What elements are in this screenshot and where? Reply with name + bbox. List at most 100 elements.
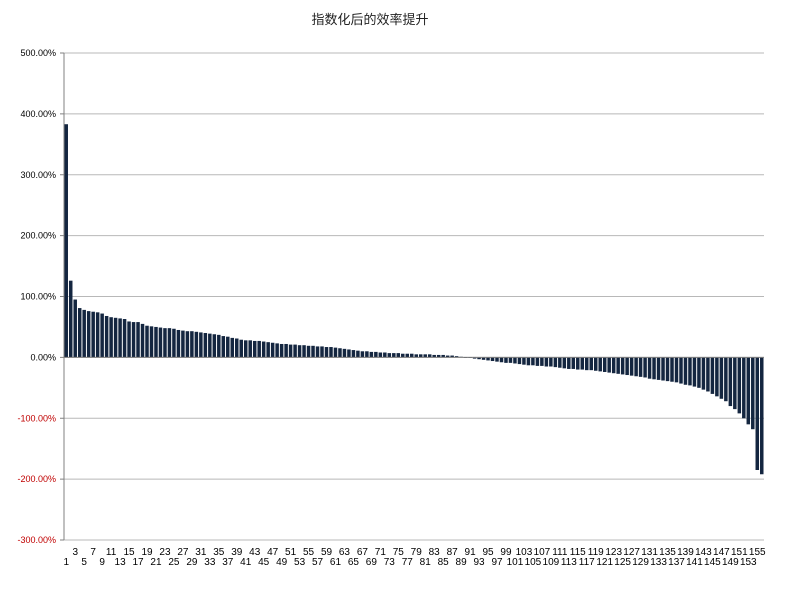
- x-tick-label: 55: [303, 547, 315, 558]
- bar: [670, 357, 674, 382]
- bar: [288, 344, 293, 358]
- x-tick-label: 53: [294, 557, 306, 568]
- y-tick-label: -200.00%: [17, 474, 56, 484]
- bar: [383, 352, 387, 358]
- bar: [751, 357, 755, 430]
- bar: [387, 353, 392, 358]
- bar: [490, 357, 495, 362]
- x-tick-label: 123: [605, 547, 622, 558]
- bar: [122, 319, 127, 358]
- x-tick-label: 137: [668, 557, 685, 568]
- bar: [692, 357, 697, 387]
- bar: [302, 345, 306, 358]
- bar: [167, 328, 172, 358]
- bar: [365, 351, 369, 358]
- bar: [499, 357, 504, 363]
- y-tick-label: -100.00%: [17, 413, 56, 423]
- x-tick-label: 33: [204, 557, 216, 568]
- x-tick-label: 79: [411, 547, 423, 558]
- bar: [73, 299, 77, 358]
- x-tick-label: 1: [63, 557, 69, 568]
- bar: [504, 357, 508, 363]
- bar: [441, 354, 445, 358]
- x-tick-label: 105: [525, 557, 542, 568]
- y-axis-ticks: 500.00% 400.00% 300.00% 200.00% 100.00% 0.00%…: [17, 48, 64, 545]
- x-tick-label: 85: [438, 557, 450, 568]
- bar: [647, 357, 652, 379]
- bar: [508, 357, 513, 363]
- x-tick-label: 111: [552, 547, 568, 558]
- bar: [212, 334, 217, 358]
- bar: [338, 348, 342, 358]
- bar: [118, 318, 122, 358]
- bar: [226, 336, 230, 358]
- bar: [392, 353, 396, 358]
- x-tick-label: 107: [534, 547, 551, 558]
- bar: [217, 334, 221, 358]
- bar: [284, 343, 288, 358]
- bar: [755, 357, 760, 470]
- x-tick-label: 77: [402, 557, 414, 568]
- bar: [602, 357, 607, 372]
- bar: [91, 311, 95, 358]
- x-tick-label: 129: [632, 557, 649, 568]
- x-tick-label: 99: [500, 547, 512, 558]
- bar: [737, 357, 742, 414]
- bar: [347, 349, 351, 358]
- x-tick-label: 63: [339, 547, 351, 558]
- bar: [248, 340, 252, 358]
- bar: [172, 328, 176, 358]
- x-tick-label: 139: [677, 547, 694, 558]
- x-tick-label: 155: [749, 547, 766, 558]
- x-tick-label: 75: [393, 547, 405, 558]
- bar: [149, 326, 154, 358]
- chart-title: 指数化后的效率提升: [311, 12, 428, 28]
- y-tick-label: 400.00%: [20, 109, 56, 119]
- bar: [418, 354, 423, 358]
- bar: [405, 353, 410, 358]
- bar: [239, 339, 243, 358]
- x-tick-label: 61: [330, 557, 342, 568]
- bar: [558, 357, 562, 368]
- bar: [176, 329, 181, 358]
- bar: [329, 347, 333, 358]
- x-tick-label: 119: [588, 547, 604, 558]
- x-tick-label: 17: [132, 557, 144, 568]
- bar: [450, 355, 454, 358]
- bar: [661, 357, 665, 381]
- x-tick-label: 93: [473, 557, 485, 568]
- bar: [252, 340, 257, 358]
- bar: [589, 357, 593, 371]
- bar: [540, 357, 544, 366]
- bar: [544, 357, 549, 367]
- bar: [679, 357, 683, 384]
- bar: [333, 347, 338, 358]
- x-tick-label: 133: [650, 557, 667, 568]
- bar: [64, 124, 68, 358]
- x-tick-label: 97: [491, 557, 503, 568]
- bar: [194, 331, 199, 358]
- bar: [674, 357, 679, 383]
- bar: [656, 357, 661, 380]
- bar: [481, 357, 486, 360]
- x-tick-label: 95: [482, 547, 494, 558]
- bar: [77, 308, 82, 358]
- bar: [715, 357, 719, 397]
- bar: [257, 340, 261, 358]
- x-tick-label: 47: [267, 547, 279, 558]
- x-tick-label: 27: [177, 547, 189, 558]
- bar: [360, 351, 365, 358]
- bar: [625, 357, 629, 376]
- x-tick-label: 71: [375, 547, 387, 558]
- bar: [562, 357, 567, 369]
- bar: [477, 357, 481, 360]
- x-tick-label: 13: [115, 557, 127, 568]
- bar: [199, 332, 203, 358]
- bar: [486, 357, 490, 361]
- x-tick-label: 3: [72, 547, 78, 558]
- bar: [396, 353, 401, 358]
- x-tick-label: 21: [150, 557, 162, 568]
- bar: [243, 340, 248, 358]
- y-tick-label: 300.00%: [20, 170, 56, 180]
